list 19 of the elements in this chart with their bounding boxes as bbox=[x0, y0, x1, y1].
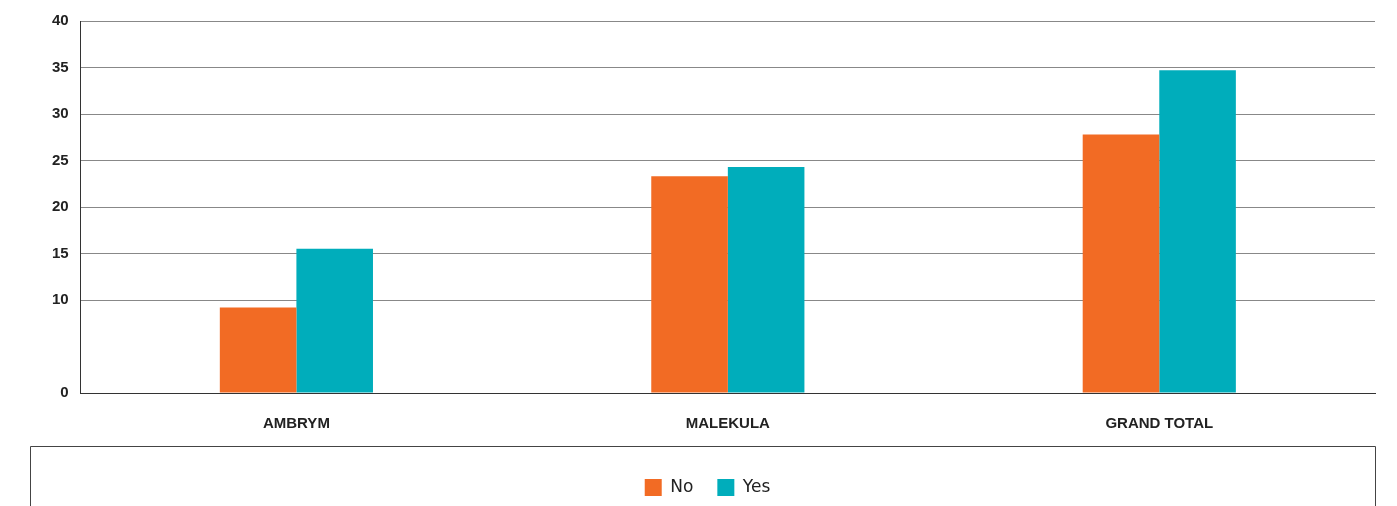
y-tick-label: 10 bbox=[52, 290, 69, 308]
x-tick-label: GRAND TOTAL bbox=[1105, 414, 1214, 432]
y-tick-label: 0 bbox=[60, 383, 69, 401]
bar bbox=[727, 167, 805, 393]
y-tick-label: 30 bbox=[52, 104, 69, 122]
bar bbox=[1159, 70, 1236, 393]
bar bbox=[1082, 134, 1160, 393]
y-tick-label: 20 bbox=[52, 197, 69, 215]
bar bbox=[651, 176, 728, 393]
x-tick-label: MALEKULA bbox=[685, 414, 771, 432]
bar bbox=[296, 248, 373, 393]
x-tick-label: AMBRYM bbox=[262, 414, 330, 432]
legend-label: No bbox=[670, 475, 694, 496]
legend-label: Yes bbox=[741, 475, 771, 496]
y-tick-label: 25 bbox=[52, 150, 69, 168]
y-tick-label: 35 bbox=[52, 57, 69, 75]
y-tick-label: 40 bbox=[52, 11, 69, 29]
bar bbox=[219, 307, 297, 393]
y-tick-label: 15 bbox=[52, 243, 69, 261]
